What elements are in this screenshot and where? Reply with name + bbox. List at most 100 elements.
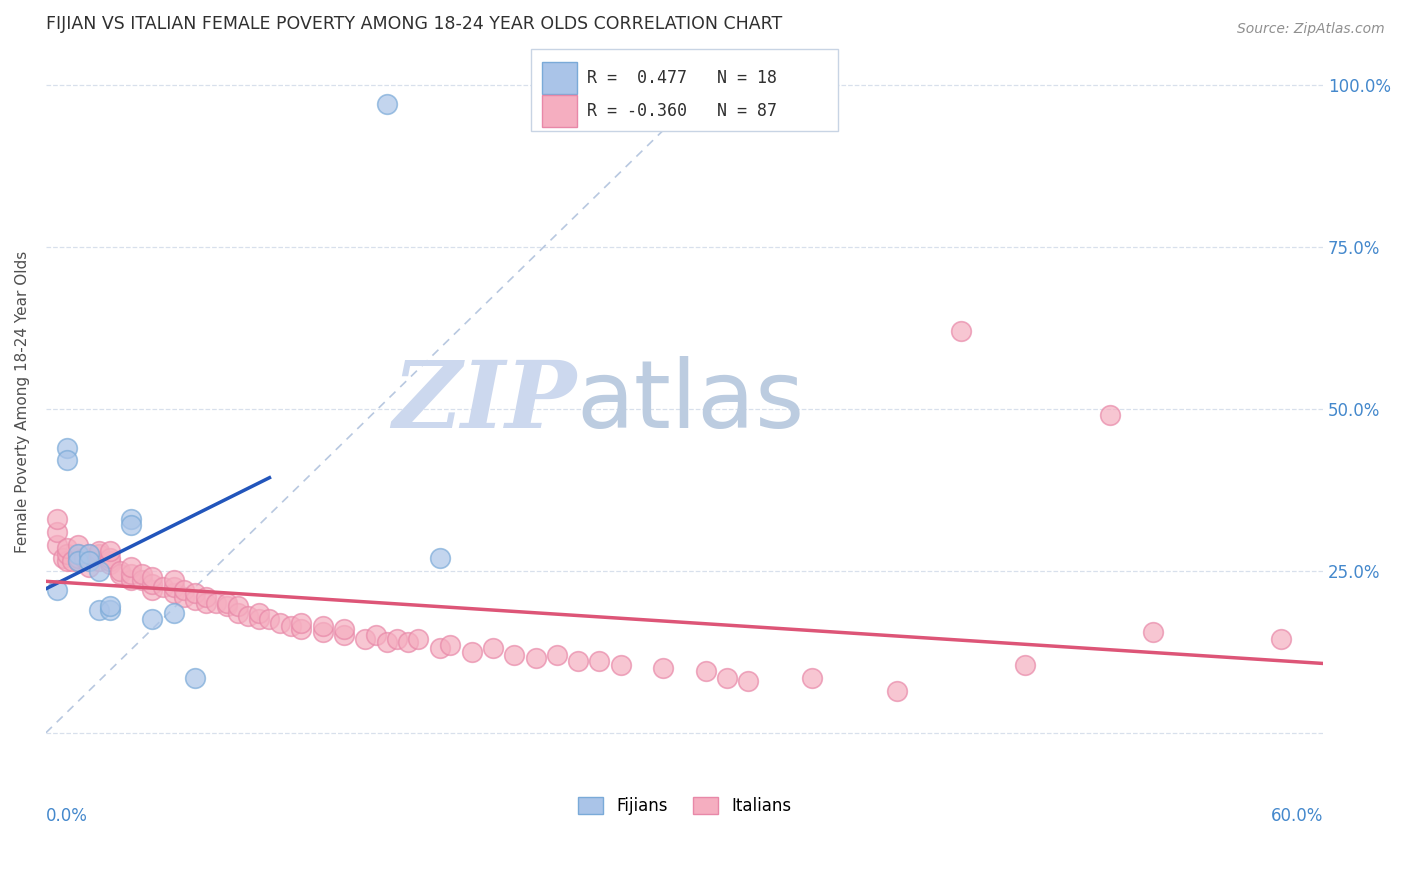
Point (429, 641, 451, 656)
Point (77, 548, 100, 562)
Point (131, 566, 153, 581)
Point (567, 655, 589, 669)
Point (312, 625, 335, 640)
Point (364, 628, 387, 642)
Point (56, 554, 79, 568)
Point (588, 655, 610, 669)
Point (89, 602, 111, 616)
Point (131, 574, 153, 588)
Point (247, 612, 270, 626)
Point (56, 548, 79, 562)
Point (280, 619, 302, 633)
Point (439, 638, 461, 652)
Point (77, 550, 100, 565)
FancyBboxPatch shape (531, 49, 838, 131)
Point (45, 524, 67, 539)
Point (238, 609, 260, 624)
Point (173, 590, 195, 604)
Point (163, 606, 186, 620)
Point (45, 583, 67, 598)
Point (66, 554, 89, 568)
Point (77, 554, 100, 568)
Point (354, 632, 377, 646)
Point (66, 538, 89, 552)
Point (120, 512, 142, 526)
Point (56, 453, 79, 467)
Point (226, 606, 249, 620)
Text: FIJIAN VS ITALIAN FEMALE POVERTY AMONG 18-24 YEAR OLDS CORRELATION CHART: FIJIAN VS ITALIAN FEMALE POVERTY AMONG 1… (46, 15, 782, 33)
Point (77, 560, 100, 574)
Point (482, 641, 505, 656)
Point (60, 554, 83, 568)
Point (194, 590, 217, 604)
Point (524, 651, 547, 665)
Point (141, 570, 163, 584)
Text: 0.0%: 0.0% (46, 807, 87, 825)
Point (98, 558, 121, 572)
Point (98, 599, 121, 614)
Point (66, 548, 89, 562)
Text: 60.0%: 60.0% (1271, 807, 1323, 825)
Point (184, 671, 207, 685)
Point (375, 97, 398, 112)
Point (801, 671, 824, 685)
Text: R =  0.477   N = 18: R = 0.477 N = 18 (588, 69, 778, 87)
Point (205, 596, 228, 610)
Point (110, 566, 132, 581)
Point (290, 622, 312, 636)
Point (269, 615, 291, 630)
Point (695, 664, 717, 678)
Point (45, 512, 67, 526)
Point (45, 538, 67, 552)
Point (141, 583, 163, 598)
Point (120, 574, 142, 588)
Point (184, 592, 207, 607)
Point (66, 550, 89, 565)
Point (89, 554, 111, 568)
Point (141, 576, 163, 591)
Point (194, 596, 217, 610)
Point (333, 622, 356, 636)
Point (226, 599, 249, 614)
Point (385, 632, 408, 646)
Point (215, 596, 238, 610)
Point (173, 583, 195, 598)
Point (247, 606, 270, 620)
Point (408, 632, 430, 646)
Point (215, 599, 238, 614)
Point (1142, 625, 1164, 640)
Point (98, 544, 121, 558)
Point (141, 612, 163, 626)
Point (886, 683, 908, 698)
Point (652, 661, 675, 675)
Point (312, 619, 335, 633)
Point (98, 602, 121, 616)
Point (259, 612, 281, 626)
Point (56, 441, 79, 455)
Point (89, 544, 111, 558)
Point (737, 673, 759, 688)
Point (460, 645, 482, 659)
Point (163, 580, 186, 594)
Point (716, 671, 738, 685)
Point (110, 564, 132, 578)
Point (56, 541, 79, 555)
Text: atlas: atlas (576, 356, 804, 448)
Point (120, 518, 142, 533)
FancyBboxPatch shape (541, 95, 578, 127)
Point (52, 550, 75, 565)
Point (429, 550, 451, 565)
Point (89, 548, 111, 562)
Point (1270, 632, 1292, 646)
Point (184, 586, 207, 600)
Point (66, 548, 89, 562)
Point (66, 554, 89, 568)
Text: Source: ZipAtlas.com: Source: ZipAtlas.com (1237, 22, 1385, 37)
Point (120, 560, 142, 574)
FancyBboxPatch shape (541, 62, 578, 94)
Point (290, 615, 312, 630)
Point (98, 554, 121, 568)
Point (120, 566, 142, 581)
Point (396, 635, 419, 649)
Point (503, 648, 526, 662)
